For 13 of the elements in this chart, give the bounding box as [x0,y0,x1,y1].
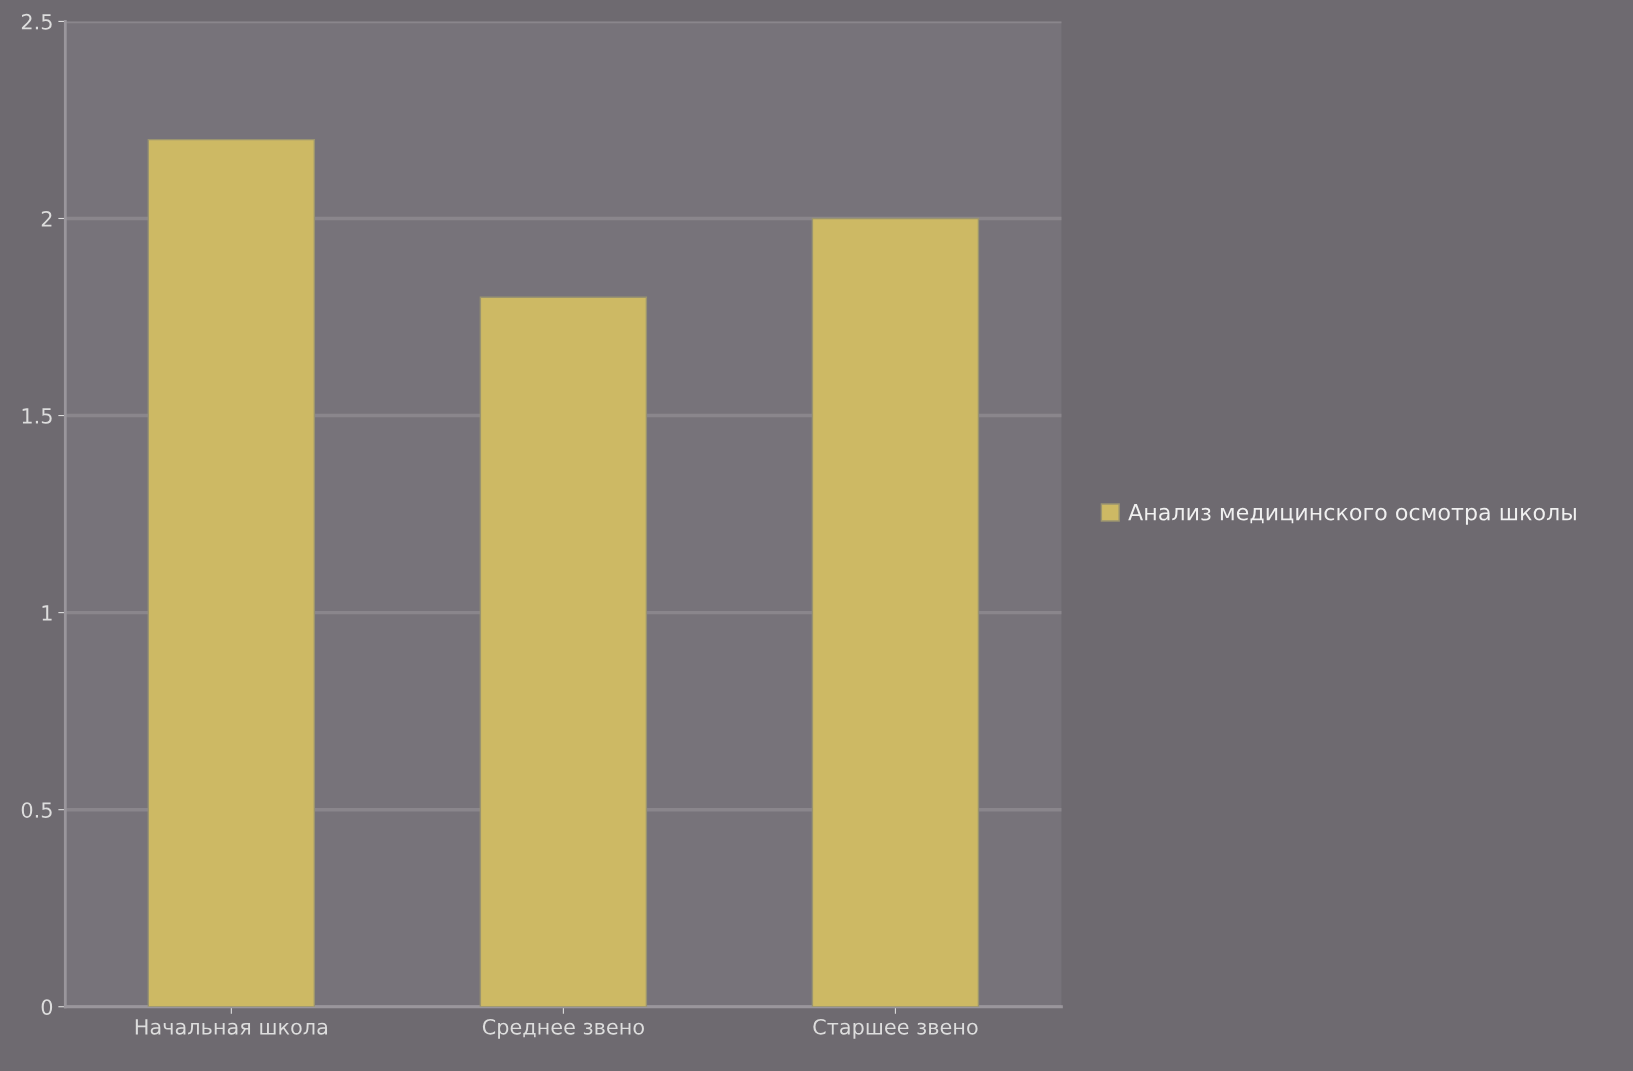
bar [147,138,316,1007]
bar [479,296,648,1007]
legend-label: Анализ медицинского осмотра школы [1128,504,1576,525]
y-tick-label: 1.5 [22,408,52,424]
bar [811,217,980,1007]
y-tick-label: 2.5 [21,13,52,30]
y-tick-label: 1 [42,605,52,621]
y-tick-label: 0 [41,999,53,1015]
y-tick-label: 0.5 [21,802,52,818]
x-tick-label: Среднее звено [482,1018,644,1039]
x-tick-label: Начальная школа [135,1019,328,1035]
x-tick-label: Старшее звено [813,1018,978,1039]
y-tick-label: 2 [41,210,52,227]
